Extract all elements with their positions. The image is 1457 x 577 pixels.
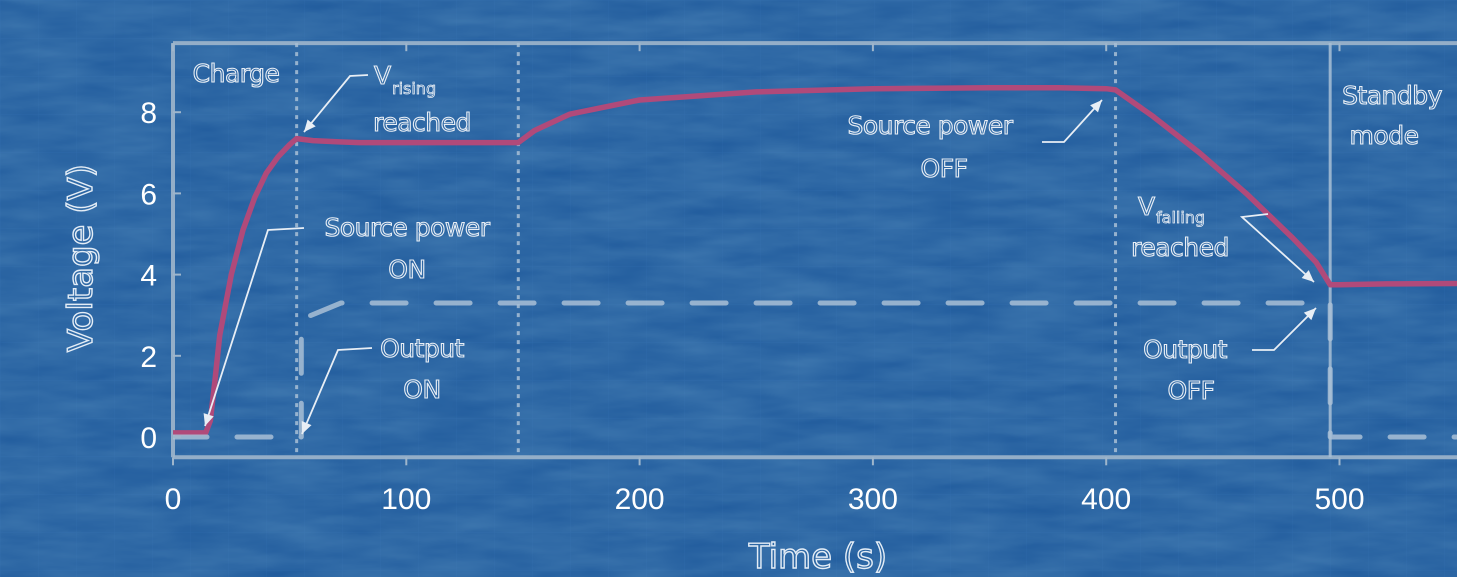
arrow-source-on	[203, 227, 305, 427]
annotation-v-rising: V rising reached	[373, 60, 472, 137]
arrow-source-off-head	[1090, 100, 1102, 113]
annotation-standby-mode: Standby mode	[1342, 80, 1444, 150]
x-tick-label-400: 400	[1081, 483, 1131, 516]
v-rising-subscript: rising	[392, 79, 436, 98]
arrow-output-off-head	[1303, 308, 1316, 321]
v-falling-symbol: V	[1138, 192, 1155, 221]
y-tick-label-0: 0	[140, 422, 157, 455]
x-tick-label-100: 100	[381, 483, 431, 516]
arrow-v-falling	[1239, 213, 1315, 283]
v-rising-symbol: V	[374, 61, 391, 90]
annotation-output-on: Output ON	[380, 333, 466, 404]
source-on-line2: ON	[388, 255, 425, 284]
arrow-source-off	[1042, 99, 1103, 143]
axis-ticks: 0 100 200 300 400 500 0 2 4 6 8	[140, 43, 1365, 516]
series-layer	[173, 85, 1457, 440]
voltage-line	[173, 85, 1457, 436]
annotation-source-power-off: Source power OFF	[847, 110, 1015, 183]
output-off-line1: Output	[1143, 335, 1228, 364]
arrow-v-rising-line	[303, 74, 369, 133]
arrow-output-off-line	[1252, 307, 1317, 351]
x-tick-label-300: 300	[848, 483, 898, 516]
y-tick-label-2: 2	[140, 341, 157, 374]
arrow-source-off-line	[1042, 99, 1103, 143]
x-tick-label-500: 500	[1314, 483, 1364, 516]
standby-line1: Standby	[1342, 81, 1443, 110]
annotation-output-off: Output OFF	[1143, 334, 1229, 405]
annotation-v-falling: V falling reached	[1131, 191, 1230, 262]
x-tick-label-200: 200	[615, 483, 665, 516]
arrow-v-falling-head	[1301, 270, 1314, 282]
y-tick-label-4: 4	[140, 260, 157, 293]
x-axis-title: Time (s)	[748, 537, 887, 577]
v-rising-reached: reached	[373, 108, 471, 137]
arrow-output-on-head	[301, 421, 312, 434]
source-off-line1: Source power	[847, 111, 1013, 140]
annotation-arrows	[203, 74, 1317, 435]
y-tick-label-6: 6	[140, 178, 157, 211]
arrow-v-rising-head	[304, 119, 316, 132]
v-falling-subscript: falling	[1156, 208, 1205, 227]
v-falling-reached: reached	[1131, 233, 1229, 262]
arrow-output-on-line	[301, 347, 373, 435]
output-on-line2: ON	[403, 375, 440, 404]
arrow-output-on	[301, 347, 373, 435]
y-axis-title: Voltage (V)	[61, 164, 101, 352]
output-off-line2: OFF	[1168, 376, 1215, 405]
source-off-line2: OFF	[921, 154, 968, 183]
series-0	[173, 85, 1457, 436]
standby-line2: mode	[1350, 121, 1419, 150]
series-1	[173, 300, 1457, 440]
output-line	[173, 300, 1457, 440]
annotation-source-power-on: Source power ON	[324, 212, 492, 284]
arrow-source-on-line	[204, 227, 305, 427]
arrow-source-on-head	[203, 413, 214, 426]
arrow-v-rising	[303, 74, 369, 133]
annotation-charge: Charge	[193, 59, 280, 88]
source-on-line1: Source power	[324, 213, 490, 242]
output-on-line1: Output	[380, 334, 465, 363]
arrow-v-falling-line	[1239, 213, 1315, 283]
y-tick-label-8: 8	[140, 97, 157, 130]
arrow-output-off	[1252, 307, 1317, 351]
x-tick-label-0: 0	[165, 483, 182, 516]
